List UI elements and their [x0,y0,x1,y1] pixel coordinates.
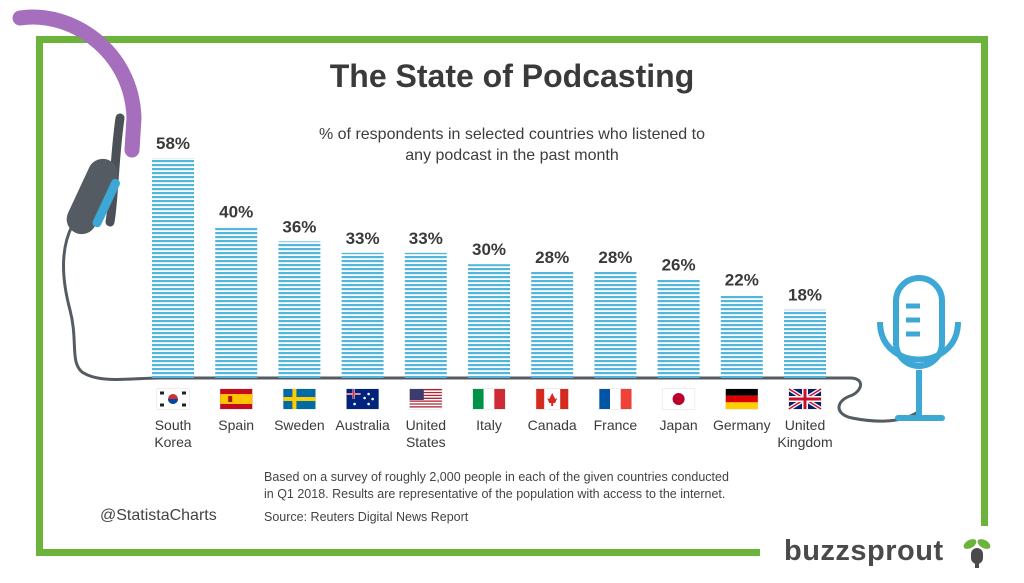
statista-handle: @StatistaCharts [100,507,217,524]
category-label: Sweden [274,417,325,433]
flag-es-icon [219,388,253,410]
bar [468,264,510,378]
headphone-cable [62,225,919,423]
logo-wordmark: buzzsprout [784,535,944,567]
subtitle-line-1: % of respondents in selected countries w… [318,126,705,143]
bar [152,158,194,378]
chart-subtitle: % of respondents in selected countries w… [262,124,762,166]
flag-au-icon [346,388,380,410]
flag-it-icon [472,388,506,410]
category-label: Italy [476,417,502,433]
flag-us-icon [409,388,443,410]
flag-de-icon [725,388,759,410]
flag-gb-icon [787,387,823,411]
subtitle-line-2: any podcast in the past month [405,147,619,164]
bar-value-label: 58% [156,134,190,153]
flag-jp-icon [662,388,696,410]
bar [657,279,700,378]
bar [594,271,637,378]
category-label: Kingdom [777,434,832,450]
bar-value-label: 30% [472,240,506,259]
flag-kr-icon [156,388,190,410]
flag-fr-icon [598,388,632,410]
category-label: Australia [335,417,390,433]
bar-value-label: 36% [282,217,316,236]
buzzsprout-logo: buzzsprout [760,526,1008,576]
bar [784,309,826,378]
bar [278,241,321,378]
category-label: South [155,417,192,433]
bar [404,252,447,378]
microphone-icon [877,275,961,421]
note-line-2: in Q1 2018. Results are representative o… [264,487,726,501]
category-label: States [406,434,446,450]
flag-ca-icon [535,388,569,410]
bar-value-label: 22% [725,271,759,290]
bar [720,294,763,378]
category-label: United [406,417,446,433]
category-label: United [785,417,825,433]
bar [215,226,258,378]
category-label: Germany [713,417,771,433]
page-title: The State of Podcasting [329,58,695,94]
category-label: Canada [528,417,577,433]
survey-note: Based on a survey of roughly 2,000 peopl… [264,469,804,503]
chart-frame [36,36,988,556]
bar-value-label: 33% [409,229,443,248]
buzzsprout-logo-icon [963,539,991,568]
flag-se-icon [282,388,316,410]
source-note: Source: Reuters Digital News Report [264,510,469,524]
bar-value-label: 33% [346,229,380,248]
category-label: Spain [218,417,254,433]
category-label: Korea [154,434,192,450]
bar-value-label: 28% [535,248,569,267]
note-line-1: Based on a survey of roughly 2,000 peopl… [264,470,729,484]
bar [531,271,574,378]
category-label: Japan [660,417,698,433]
bar-value-label: 40% [219,202,253,221]
bar-value-label: 26% [662,255,696,274]
bar-value-label: 18% [788,286,822,305]
headphones-icon [12,9,142,235]
bar-value-label: 28% [598,248,632,267]
bar [341,252,384,378]
category-label: France [594,417,638,433]
